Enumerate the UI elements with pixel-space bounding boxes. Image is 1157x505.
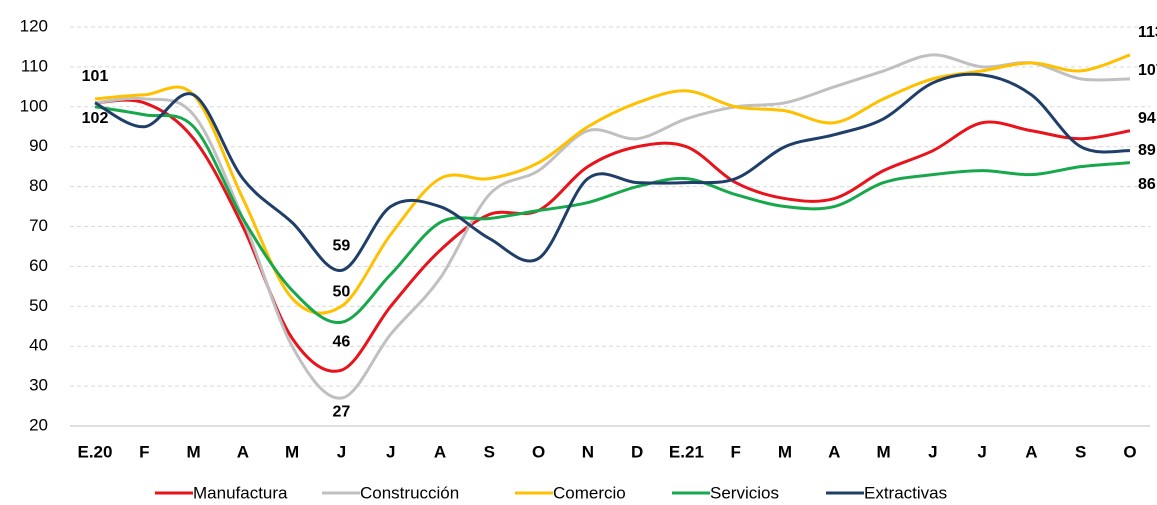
y-tick-label: 70 bbox=[29, 216, 48, 235]
x-tick-label: S bbox=[484, 442, 495, 461]
x-tick-label: O bbox=[1123, 442, 1136, 461]
y-tick-label: 20 bbox=[29, 415, 48, 434]
x-tick-label: D bbox=[631, 442, 643, 461]
y-tick-label: 100 bbox=[20, 96, 48, 115]
y-tick-label: 30 bbox=[29, 376, 48, 395]
x-tick-label: A bbox=[434, 442, 446, 461]
series-line bbox=[94, 72, 1131, 272]
data-label: 59 bbox=[333, 238, 351, 255]
x-tick-label: J bbox=[386, 442, 395, 461]
x-tick-label: A bbox=[828, 442, 840, 461]
series-line bbox=[94, 53, 1131, 400]
x-tick-label: J bbox=[337, 442, 346, 461]
y-tick-label: 60 bbox=[29, 256, 48, 275]
x-tick-label: M bbox=[285, 442, 299, 461]
data-label: 113 bbox=[1138, 24, 1157, 41]
y-tick-label: 40 bbox=[29, 336, 48, 355]
x-tick-label: S bbox=[1075, 442, 1086, 461]
legend-label: Extractivas bbox=[864, 483, 947, 502]
y-tick-label: 80 bbox=[29, 176, 48, 195]
x-tick-label: M bbox=[186, 442, 200, 461]
legend-label: Servicios bbox=[710, 483, 779, 502]
series-line bbox=[94, 105, 1131, 324]
y-tick-label: 90 bbox=[29, 136, 48, 155]
x-tick-label: O bbox=[532, 442, 545, 461]
x-tick-label: A bbox=[1025, 442, 1037, 461]
data-label: 94 bbox=[1138, 110, 1156, 127]
x-tick-label: E.20 bbox=[78, 442, 113, 461]
x-tick-label: F bbox=[139, 442, 149, 461]
x-tick-label: M bbox=[876, 442, 890, 461]
data-label: 46 bbox=[333, 333, 351, 350]
data-label: 89 bbox=[1138, 142, 1156, 159]
y-tick-label: 110 bbox=[21, 56, 48, 75]
data-label: 102 bbox=[82, 110, 109, 127]
x-tick-label: F bbox=[731, 442, 741, 461]
x-tick-label: J bbox=[977, 442, 986, 461]
legend-label: Construcción bbox=[360, 483, 459, 502]
legend-label: Manufactura bbox=[193, 483, 288, 502]
x-tick-label: J bbox=[928, 442, 937, 461]
x-tick-label: A bbox=[237, 442, 249, 461]
series-line bbox=[94, 53, 1131, 315]
x-tick-label: E.21 bbox=[669, 442, 704, 461]
data-label: 107 bbox=[1138, 62, 1157, 79]
x-tick-label: N bbox=[582, 442, 594, 461]
x-tick-label: M bbox=[778, 442, 792, 461]
legend-label: Comercio bbox=[553, 483, 626, 502]
data-label: 27 bbox=[333, 403, 351, 420]
data-label: 50 bbox=[333, 284, 351, 301]
y-tick-label: 120 bbox=[20, 16, 48, 35]
data-label: 86 bbox=[1138, 176, 1156, 193]
y-tick-label: 50 bbox=[29, 296, 48, 315]
data-label: 101 bbox=[82, 68, 109, 85]
